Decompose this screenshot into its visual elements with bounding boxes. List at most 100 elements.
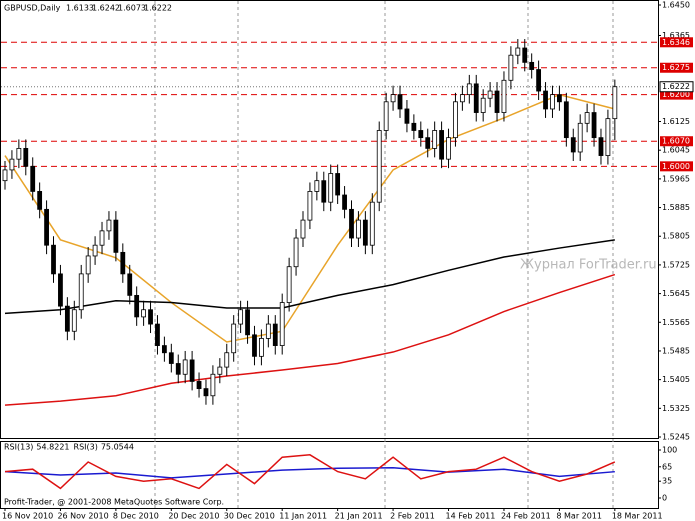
y-tick-label: 1.5725 xyxy=(662,260,690,269)
candle-body xyxy=(189,359,195,382)
candle-body xyxy=(432,130,438,149)
candle-body xyxy=(196,381,202,390)
rsi-name: RSI(3) xyxy=(74,443,98,452)
y-tick-label: 1.5645 xyxy=(662,289,690,298)
rsi-lines xyxy=(4,454,616,490)
moving-average xyxy=(4,239,615,315)
ohlc-high: 1.6242 xyxy=(92,4,120,13)
rsi-name: RSI(13) xyxy=(4,443,33,452)
candle-body xyxy=(411,122,417,131)
y-tick-label: 1.6450 xyxy=(662,1,690,10)
candle-body xyxy=(134,294,140,318)
moving-average xyxy=(4,93,616,343)
candle-body xyxy=(286,266,292,303)
candle-body xyxy=(487,90,493,99)
y-tick-label: 1.5405 xyxy=(662,375,690,384)
candle-body xyxy=(272,323,278,346)
candle-body xyxy=(231,323,237,354)
candle-body xyxy=(612,86,618,120)
x-tick-label: 20 Dec 2010 xyxy=(168,512,219,521)
candle-body xyxy=(376,130,382,203)
candle-body xyxy=(224,352,230,368)
candle-body xyxy=(99,230,105,246)
x-tick-label: 16 Nov 2010 xyxy=(2,512,53,521)
rsi-value: 54.8221 xyxy=(36,443,69,452)
candle-body xyxy=(584,112,590,124)
level-label: 1.6346 xyxy=(662,38,690,47)
candle-body xyxy=(349,208,354,239)
copyright: Profit-Trader, @ 2001-2008 MetaQuotes So… xyxy=(4,498,224,507)
level-label-box xyxy=(660,89,693,100)
y-tick-label: 1.5325 xyxy=(662,404,690,413)
x-tick-label: 8 Mar 2011 xyxy=(556,512,602,521)
x-tick-label: 30 Dec 2010 xyxy=(224,512,275,521)
candle-body xyxy=(168,352,174,364)
candle-body xyxy=(439,130,444,160)
candle-body xyxy=(210,373,216,397)
candle-body xyxy=(466,83,472,96)
candle-body xyxy=(293,237,299,268)
candle-body xyxy=(550,94,555,110)
rsi-tick-label: 65 xyxy=(662,462,672,471)
candle-body xyxy=(307,191,313,221)
y-tick-label: 1.5245 xyxy=(662,433,690,442)
x-tick-label: 26 Nov 2010 xyxy=(57,512,108,521)
level-label-box xyxy=(660,37,693,48)
chart-title: GBPUSD,Daily xyxy=(4,4,61,13)
candle-body xyxy=(148,309,153,325)
candle-body xyxy=(335,173,341,196)
candle-body xyxy=(321,180,327,203)
candle-body xyxy=(217,366,223,375)
candle-body xyxy=(85,255,91,275)
candle-body xyxy=(501,79,507,113)
rsi-line xyxy=(4,454,616,490)
candle-body xyxy=(390,94,396,103)
candle-body xyxy=(404,108,410,124)
candle-body xyxy=(44,208,49,246)
candle-body xyxy=(71,309,77,332)
candle-body xyxy=(605,118,611,156)
y-tick-label: 1.6125 xyxy=(662,117,690,126)
x-tick-label: 14 Feb 2011 xyxy=(446,512,496,521)
y-tick-label: 1.5565 xyxy=(662,318,690,327)
candle-body xyxy=(369,201,375,246)
level-label: 1.6275 xyxy=(662,63,690,72)
y-tick-label: 1.5485 xyxy=(662,346,690,355)
candle-body xyxy=(279,302,285,346)
candle-body xyxy=(383,101,389,131)
watermark: Журнал ForTrader.ru xyxy=(520,258,657,273)
candle-body xyxy=(92,244,98,257)
candle-body xyxy=(591,112,597,139)
level-label: 1.6200 xyxy=(662,90,690,99)
ohlc-open: 1.6133 xyxy=(66,4,94,13)
moving-average xyxy=(4,273,616,406)
y-tick-label: 1.5885 xyxy=(662,203,690,212)
candle-body xyxy=(182,359,188,375)
candle-body xyxy=(473,83,479,113)
level-label-box xyxy=(660,136,693,147)
x-tick-label: 2 Feb 2011 xyxy=(390,512,435,521)
x-tick-label: 11 Jan 2011 xyxy=(279,512,327,521)
candle-body xyxy=(529,61,535,70)
level-label: 1.6070 xyxy=(662,137,690,146)
candle-body xyxy=(161,345,167,354)
rsi-value: 75.0544 xyxy=(101,443,134,452)
x-tick-label: 24 Feb 2011 xyxy=(501,512,551,521)
main-panel xyxy=(0,0,659,439)
y-tick-label: 1.5965 xyxy=(662,174,690,183)
candle-body xyxy=(314,180,320,192)
candle-body xyxy=(425,137,431,149)
candle-body xyxy=(508,54,514,81)
candle-body xyxy=(141,309,147,318)
candle-body xyxy=(453,101,458,139)
rsi-line xyxy=(4,467,615,479)
candle-body xyxy=(328,173,334,203)
candle-body xyxy=(175,363,181,375)
candle-body xyxy=(127,273,133,296)
candle-body xyxy=(203,388,209,397)
level-label: 1.6000 xyxy=(662,162,690,171)
candle-body xyxy=(515,47,521,56)
candle-body xyxy=(30,165,36,192)
candle-body xyxy=(106,219,112,232)
candle-body xyxy=(78,273,84,311)
